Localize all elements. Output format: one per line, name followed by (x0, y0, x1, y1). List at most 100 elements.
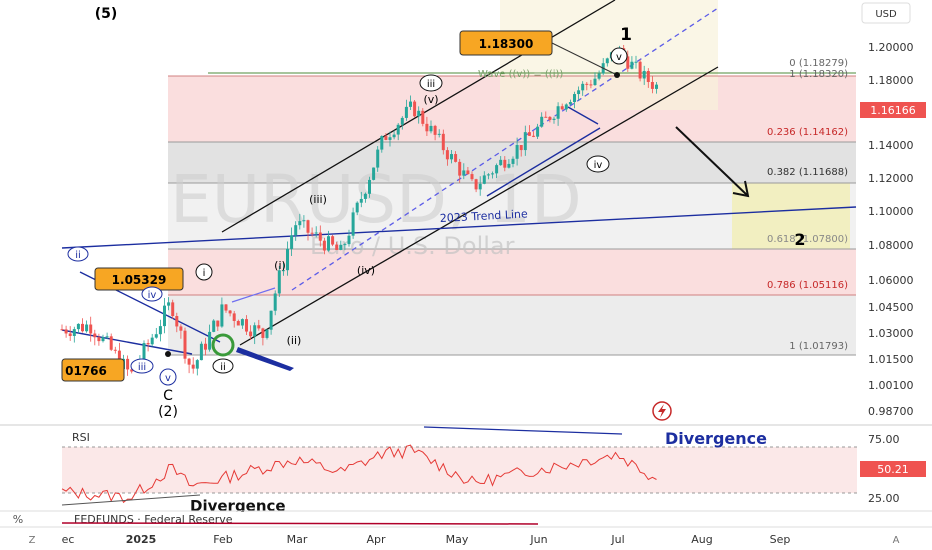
wave-v-paren: (v) (423, 93, 438, 106)
candle-body (245, 319, 248, 332)
candle-body (158, 326, 162, 335)
candle-body (589, 84, 593, 86)
svg-text:Apr: Apr (366, 533, 386, 546)
candle-body (331, 236, 335, 245)
candle-body (503, 159, 507, 168)
candle-body (265, 329, 269, 338)
currency-button[interactable] (861, 2, 911, 24)
candle-body (511, 158, 515, 164)
low-marker-circle (211, 333, 235, 357)
svg-text:Jul: Jul (610, 533, 624, 546)
rsi-value: 50.21 (877, 463, 909, 476)
candle-body (363, 193, 367, 199)
candle-body (101, 337, 105, 342)
fib-label-1-top: 1 (1.18320) (789, 69, 848, 80)
wedge-lower (61, 329, 193, 355)
wave-ii: ii (220, 362, 226, 373)
forecast-arrow (675, 126, 749, 197)
svg-text:Sep: Sep (770, 533, 791, 546)
candle-body (232, 313, 236, 321)
candle-body (495, 165, 499, 174)
candle-body (339, 244, 343, 250)
candle-body (130, 369, 134, 372)
wave-1-label: 1 (620, 25, 632, 45)
fib-zone-618-786 (168, 249, 856, 295)
candle-body (454, 154, 458, 162)
candle-body (240, 319, 244, 326)
candle-body (208, 331, 212, 350)
trend-line-label: 2023 Trend Line (439, 207, 528, 225)
candle-body (290, 235, 294, 249)
candle-body (478, 183, 482, 190)
candle-body (212, 320, 216, 332)
rsi-ticks: 75.00 25.00 (868, 433, 900, 505)
svg-text:Jun: Jun (529, 533, 547, 546)
candle-body (359, 198, 363, 203)
candle-body (113, 349, 117, 351)
svg-text:1.10000: 1.10000 (868, 205, 914, 218)
wave-v-blue-circle (159, 368, 177, 386)
candle-body (220, 304, 224, 327)
candle-body (179, 326, 183, 331)
triangle-line-upper (567, 106, 599, 125)
trend-line-2023 (61, 206, 857, 249)
fedfunds-line (61, 522, 539, 525)
candle-body (577, 90, 581, 95)
candle-body (437, 133, 441, 135)
wave-iv: iv (594, 160, 603, 171)
flag-line (231, 287, 276, 303)
candle-body (384, 136, 388, 140)
candle-body (68, 333, 72, 336)
wave-2-label: 2 (794, 230, 805, 249)
candle-body (72, 329, 76, 336)
price-ticks: 1.20000 1.18000 1.14000 1.12000 1.10000 … (868, 41, 914, 418)
callout-low-box (61, 358, 125, 382)
candle-body (638, 61, 642, 79)
candle-body (630, 61, 634, 69)
candle-body (60, 329, 64, 331)
candle-body (355, 202, 359, 213)
time-ticks: ec 2025 Feb Mar Apr May Jun Jul Aug Sep (62, 533, 791, 546)
rsi-band (62, 447, 857, 493)
candle-body (286, 248, 289, 271)
candle-body (470, 174, 474, 180)
candle-body (204, 343, 207, 350)
candle-body (281, 270, 285, 272)
price-axis-bg[interactable] (857, 0, 932, 425)
percent-toggle[interactable]: % (13, 513, 23, 526)
candle-body (540, 116, 544, 127)
target-box (732, 183, 850, 249)
fib-lines (168, 72, 856, 356)
candle-body (409, 101, 412, 107)
fib-zone-786-1 (168, 295, 856, 355)
candle-body (462, 170, 466, 176)
wave-iii-paren: (iii) (309, 193, 327, 206)
candle-body (466, 170, 470, 175)
forecast-arrowhead (732, 180, 750, 198)
auto-scale-button[interactable]: A (893, 535, 900, 546)
zoom-z-button[interactable]: Z (29, 535, 36, 546)
callout-low: 01766 (65, 364, 107, 378)
candle-body (646, 70, 650, 83)
svg-text:1.12000: 1.12000 (868, 172, 914, 185)
wave-v-top-circle (610, 47, 628, 65)
candle-body (302, 220, 306, 222)
candle-body (388, 137, 392, 140)
wave-i: i (203, 268, 206, 279)
candle-body (195, 360, 199, 369)
wave-iv-paren: (iv) (357, 264, 375, 277)
candle-body (634, 61, 638, 63)
candle-body (216, 320, 220, 327)
high-point-dot (614, 72, 620, 78)
svg-text:75.00: 75.00 (868, 433, 900, 446)
candle-body (507, 163, 511, 168)
candle-body (76, 323, 80, 330)
candle-body (404, 106, 408, 118)
wave-iii-top-circle (419, 74, 443, 92)
candle-body (655, 84, 658, 89)
candle-body (421, 110, 425, 124)
last-price-badge (860, 102, 926, 118)
candle-body (650, 82, 654, 89)
candle-body (544, 116, 548, 118)
